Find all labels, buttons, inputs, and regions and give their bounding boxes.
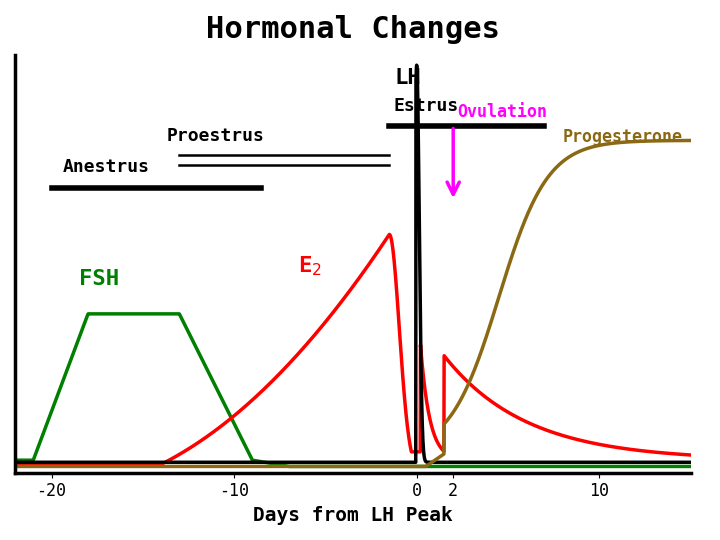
Text: E$_2$: E$_2$ xyxy=(298,254,322,278)
Text: Anestrus: Anestrus xyxy=(63,158,150,176)
Text: Proestrus: Proestrus xyxy=(167,126,265,145)
Text: Ovulation: Ovulation xyxy=(457,103,547,122)
X-axis label: Days from LH Peak: Days from LH Peak xyxy=(253,506,453,525)
Text: LH: LH xyxy=(395,68,421,88)
Text: FSH: FSH xyxy=(79,268,119,288)
Text: Estrus: Estrus xyxy=(393,97,459,115)
Title: Hormonal Changes: Hormonal Changes xyxy=(206,15,500,44)
Text: Progesterone: Progesterone xyxy=(563,129,683,146)
